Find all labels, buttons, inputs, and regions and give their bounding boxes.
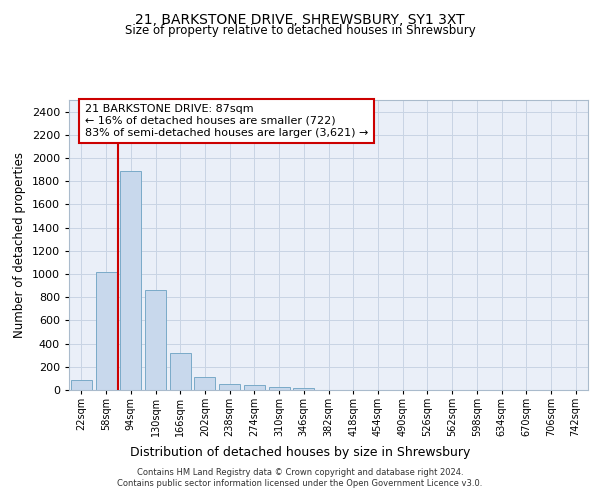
- Text: 21, BARKSTONE DRIVE, SHREWSBURY, SY1 3XT: 21, BARKSTONE DRIVE, SHREWSBURY, SY1 3XT: [135, 12, 465, 26]
- Bar: [145, 290, 166, 390]
- Bar: [120, 171, 141, 390]
- Bar: [170, 353, 191, 390]
- Bar: [71, 380, 92, 390]
- Text: Distribution of detached houses by size in Shrewsbury: Distribution of detached houses by size …: [130, 446, 470, 459]
- Bar: [194, 376, 215, 390]
- Text: Size of property relative to detached houses in Shrewsbury: Size of property relative to detached ho…: [125, 24, 475, 37]
- Bar: [95, 272, 116, 390]
- Y-axis label: Number of detached properties: Number of detached properties: [13, 152, 26, 338]
- Bar: [244, 386, 265, 390]
- Bar: [219, 384, 240, 390]
- Bar: [269, 386, 290, 390]
- Bar: [293, 388, 314, 390]
- Text: Contains HM Land Registry data © Crown copyright and database right 2024.
Contai: Contains HM Land Registry data © Crown c…: [118, 468, 482, 487]
- Text: 21 BARKSTONE DRIVE: 87sqm
← 16% of detached houses are smaller (722)
83% of semi: 21 BARKSTONE DRIVE: 87sqm ← 16% of detac…: [85, 104, 368, 138]
